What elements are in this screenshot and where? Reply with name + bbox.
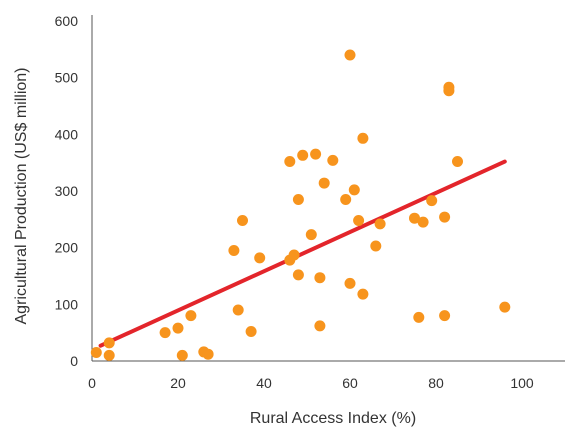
data-point — [292, 194, 304, 205]
data-point — [344, 277, 356, 289]
data-point — [245, 326, 257, 338]
x-tick-label: 100 — [510, 375, 534, 391]
data-point — [452, 156, 463, 168]
data-point — [357, 132, 369, 144]
x-axis-title: Rural Access Index (%) — [250, 410, 416, 427]
data-point — [90, 347, 102, 358]
data-point — [499, 301, 511, 313]
trendline-group — [98, 159, 507, 348]
data-point — [443, 81, 455, 93]
data-point — [185, 310, 197, 322]
data-point — [103, 337, 115, 349]
x-tick-labels: 0 20 40 60 80 100 — [88, 375, 534, 391]
data-point — [413, 311, 425, 323]
data-point — [357, 288, 369, 300]
data-point — [439, 211, 451, 223]
x-tick-label: 20 — [170, 375, 186, 391]
y-tick-label: 200 — [55, 240, 79, 256]
data-point — [284, 156, 296, 168]
data-point — [172, 322, 184, 334]
data-point — [327, 154, 339, 166]
data-point — [318, 177, 330, 189]
x-tick-label: 0 — [88, 375, 96, 391]
data-point — [340, 194, 352, 205]
data-point — [310, 148, 322, 160]
y-tick-label: 100 — [55, 296, 79, 312]
x-tick-label: 60 — [342, 375, 358, 391]
data-point — [176, 349, 188, 361]
y-tick-label: 300 — [55, 183, 79, 199]
data-point — [314, 272, 326, 284]
y-tick-label: 400 — [55, 126, 79, 142]
data-point — [297, 149, 309, 161]
y-tick-labels: 0 100 200 300 400 500 600 — [55, 13, 79, 369]
data-point — [314, 320, 326, 332]
data-point — [409, 212, 420, 224]
data-point — [288, 249, 300, 261]
data-point — [344, 49, 356, 61]
data-point — [439, 310, 451, 322]
data-point — [426, 195, 438, 207]
y-tick-label: 500 — [55, 70, 79, 86]
x-tick-label: 40 — [256, 375, 272, 391]
points-group — [90, 49, 511, 361]
data-point — [353, 214, 365, 226]
data-point — [417, 216, 429, 228]
data-point — [292, 269, 304, 281]
data-point — [232, 304, 244, 316]
data-point — [103, 349, 115, 361]
data-point — [202, 348, 214, 360]
y-tick-label: 0 — [70, 353, 78, 369]
data-point — [159, 327, 171, 339]
data-point — [254, 252, 266, 264]
axes — [91, 15, 565, 362]
data-point — [237, 214, 248, 226]
y-tick-label: 600 — [55, 13, 79, 29]
x-tick-label: 80 — [428, 375, 444, 391]
trendline — [98, 159, 507, 348]
data-point — [348, 184, 360, 196]
data-point — [370, 240, 382, 252]
data-point — [305, 229, 317, 241]
y-axis-title: Agricultural Production (US$ million) — [13, 68, 30, 325]
data-point — [228, 245, 240, 256]
data-point — [374, 218, 386, 230]
